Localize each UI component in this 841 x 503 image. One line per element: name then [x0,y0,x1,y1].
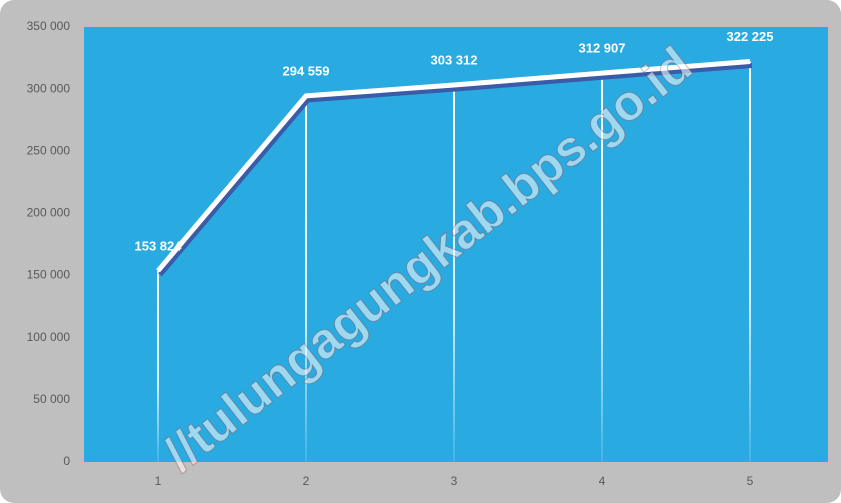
y-tick-label: 0 [63,454,70,468]
y-tick-label: 50 000 [33,392,70,406]
x-tick-label: 1 [155,474,162,488]
y-tick-label: 150 000 [27,268,71,282]
x-tick-label: 4 [599,474,606,488]
data-label: 153 824 [135,238,183,253]
y-tick-label: 250 000 [27,143,71,157]
data-label: 312 907 [579,41,626,56]
drop-line [749,61,751,462]
x-tick-label: 3 [451,474,458,488]
data-label: 294 559 [283,63,330,78]
data-label: 322 225 [727,29,774,44]
x-tick-label: 2 [303,474,310,488]
drop-line [453,85,455,462]
drop-line [305,95,307,462]
y-tick-label: 300 000 [27,81,71,95]
line-shadow [158,63,753,277]
y-tick-label: 350 000 [27,19,71,33]
line [156,59,751,273]
drop-line [601,73,603,462]
drop-line [157,270,159,462]
y-tick-label: 100 000 [27,330,71,344]
x-tick-label: 5 [747,474,754,488]
plot-area [84,27,828,462]
data-label: 303 312 [431,52,478,67]
y-tick-label: 200 000 [27,206,71,220]
